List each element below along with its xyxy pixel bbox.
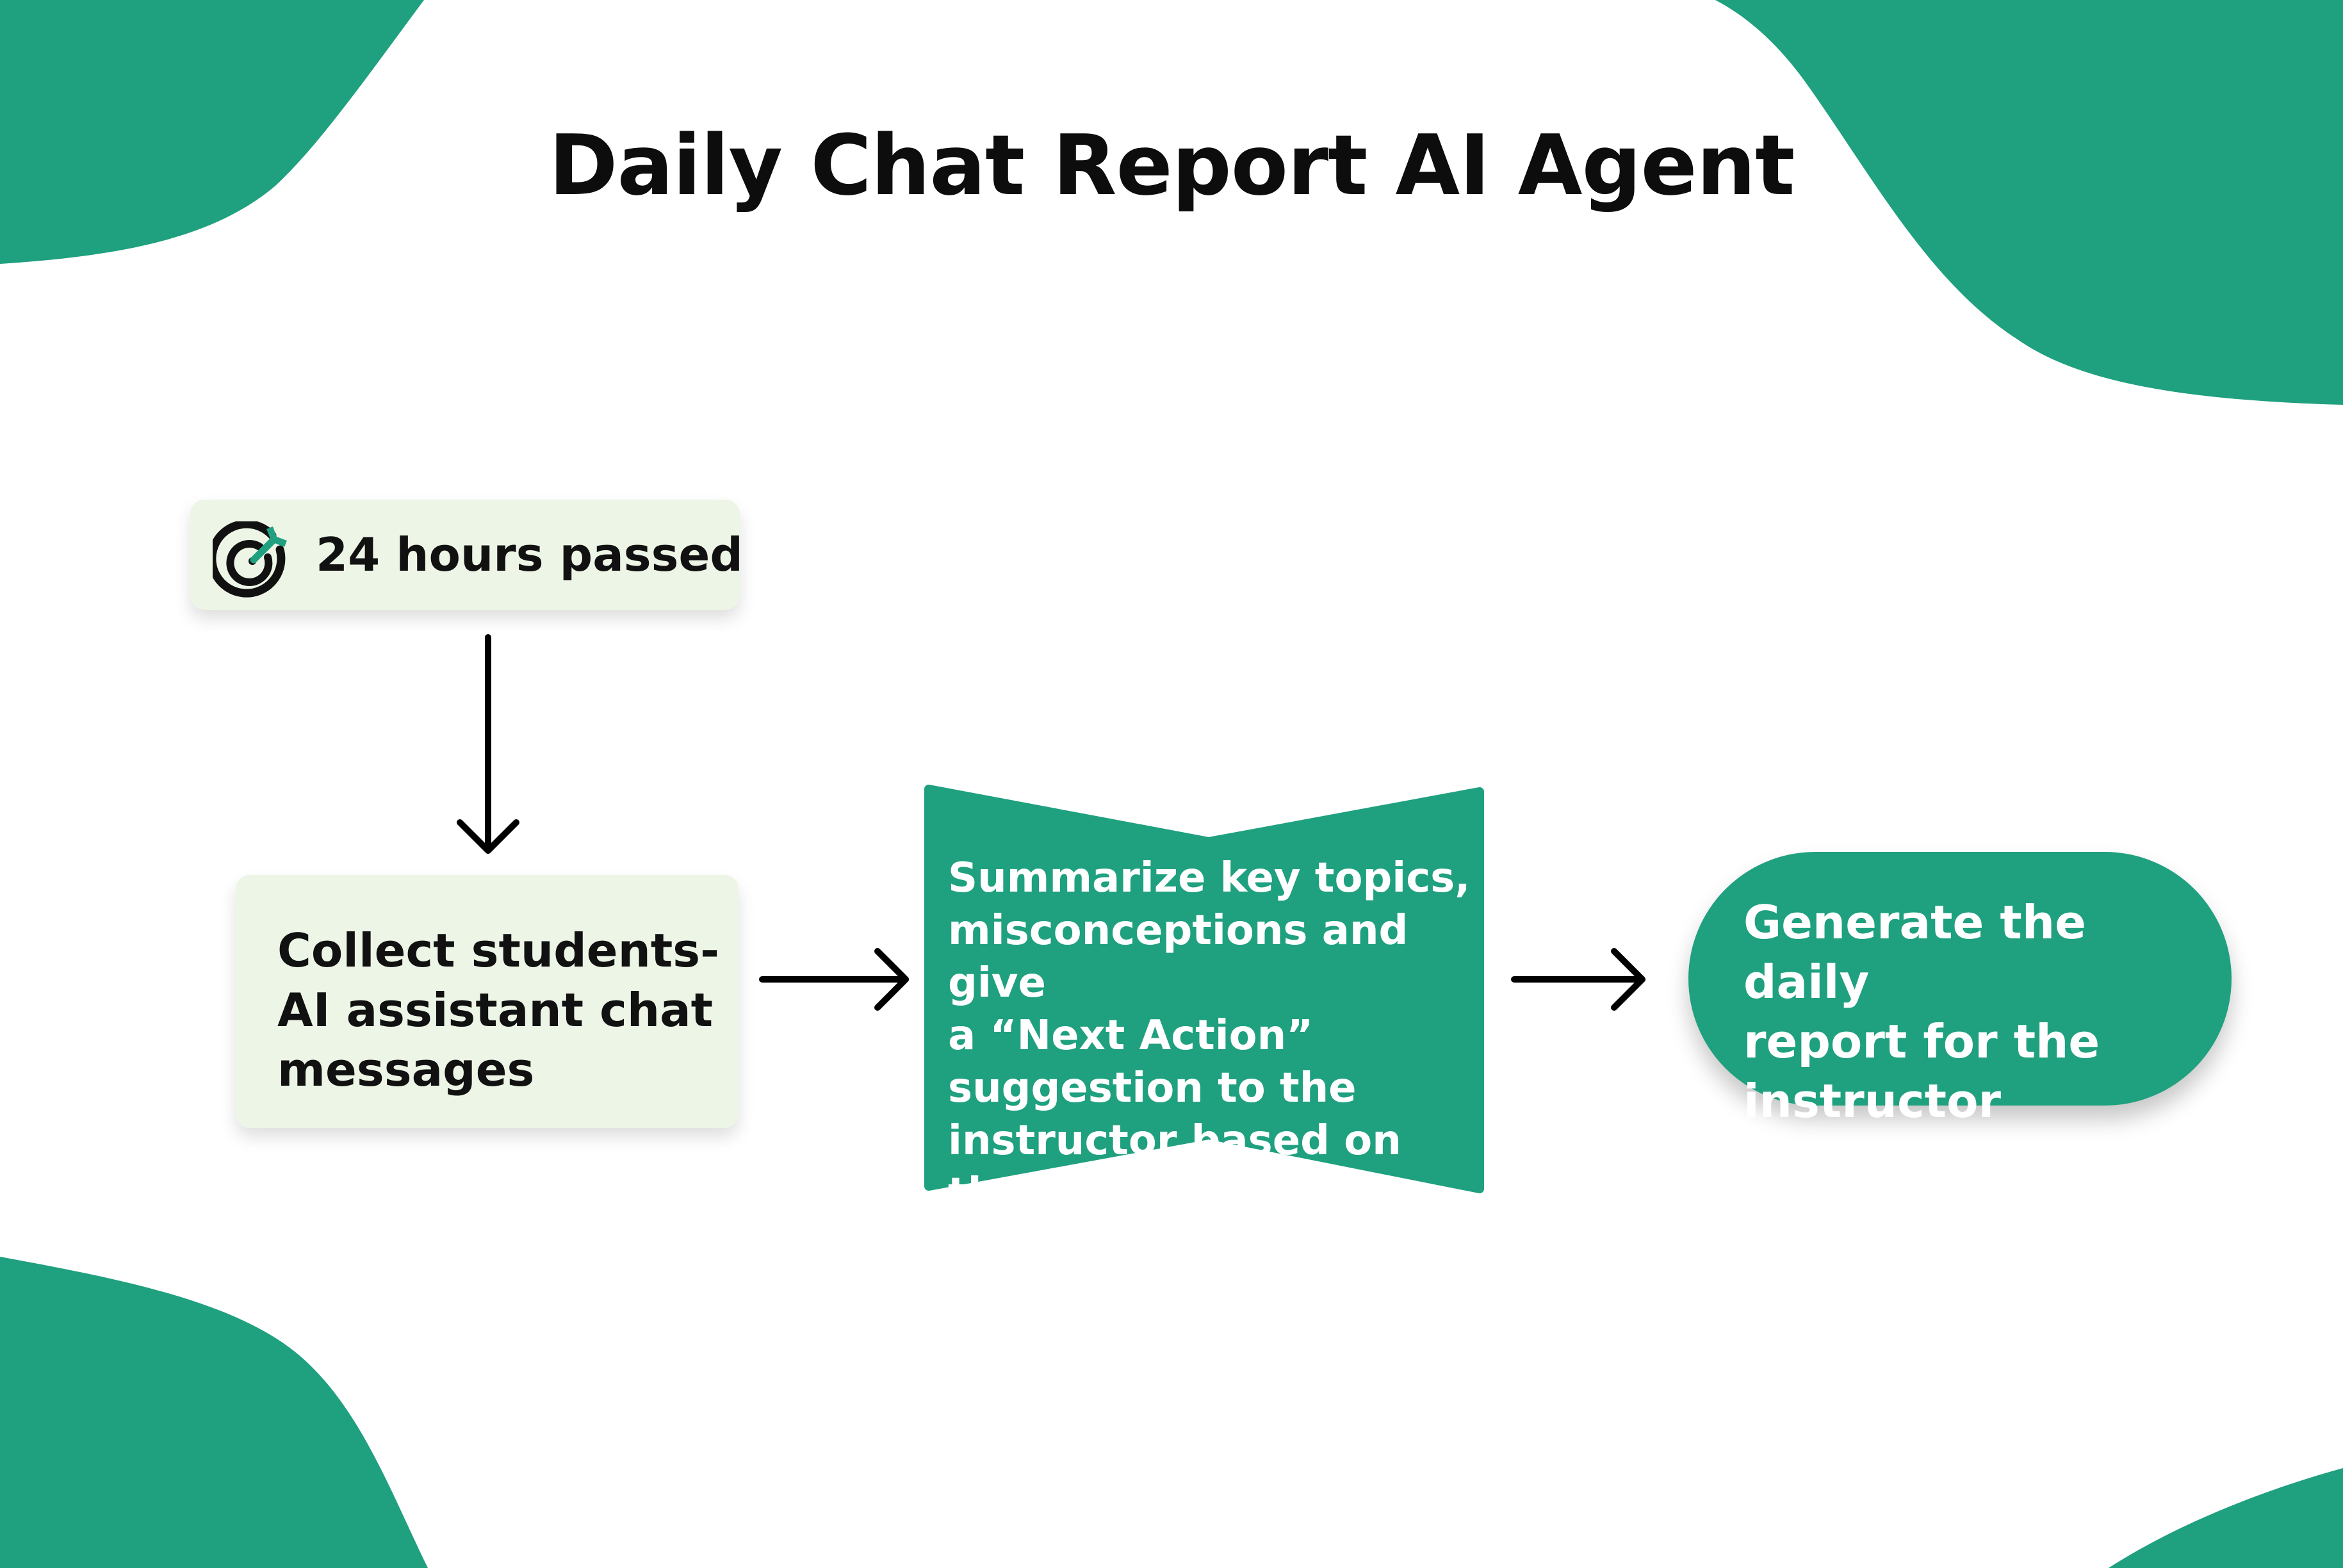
trigger-node[interactable]: 24 hours passed bbox=[190, 500, 743, 610]
bottom-left-blob bbox=[0, 1257, 428, 1568]
top-right-blob bbox=[1715, 0, 2343, 405]
bottom-right-blob bbox=[2109, 1468, 2343, 1568]
page-title: Daily Chat Report AI Agent bbox=[548, 117, 1795, 214]
arrow-trigger-to-collect bbox=[457, 634, 519, 854]
summarize-node[interactable]: Summarize key topics, misconceptions and… bbox=[922, 783, 1486, 1217]
trigger-label: 24 hours passed bbox=[316, 528, 743, 582]
arrow-summarize-to-generate bbox=[1511, 948, 1645, 1011]
collect-messages-node[interactable]: Collect students- AI assistant chat mess… bbox=[236, 875, 739, 1128]
target-arrow-icon bbox=[213, 521, 287, 598]
generate-report-node[interactable]: Generate the daily report for the instru… bbox=[1688, 852, 2232, 1128]
top-left-blob bbox=[0, 0, 424, 264]
summarize-shape bbox=[924, 785, 1484, 1193]
arrow-collect-to-summarize bbox=[759, 948, 909, 1011]
generate-report-label: Generate the daily report for the instru… bbox=[1743, 895, 2100, 1128]
collect-messages-label: Collect students- AI assistant chat mess… bbox=[277, 924, 719, 1097]
summarize-label: Summarize key topics, misconceptions and… bbox=[948, 854, 1471, 1217]
